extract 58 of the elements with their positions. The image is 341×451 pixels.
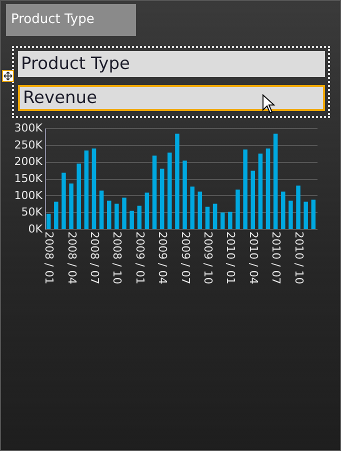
y-tick-label: 0K [28, 222, 44, 236]
bar [69, 184, 74, 229]
bar [62, 172, 66, 229]
bar [76, 164, 81, 229]
text: Product Type [18, 51, 325, 77]
x-tick-label: 2008 / 10 [110, 232, 124, 284]
bar [212, 204, 218, 229]
bar [106, 200, 112, 229]
y-tick-label: 250K [14, 138, 44, 152]
text: Revenue [18, 85, 325, 111]
bar [54, 202, 58, 229]
bar [266, 148, 270, 229]
x-tick-label: 2010 / 07 [270, 232, 283, 284]
x-tick-label: 2010 / 01 [224, 232, 238, 284]
chart-title: Product Type [6, 4, 136, 36]
bar [152, 156, 157, 229]
x-tick-label: 2008 / 04 [65, 232, 78, 284]
y-tick-label: 300K [14, 122, 44, 134]
bar [311, 200, 316, 229]
bar [243, 150, 248, 229]
bar [137, 206, 142, 229]
bar [205, 206, 210, 229]
y-tick-label: 200K [14, 155, 44, 168]
x-tick-label: 2010 / 04 [246, 232, 260, 284]
bar [144, 192, 150, 229]
bar [122, 198, 126, 229]
bar [198, 192, 202, 229]
bar [236, 190, 240, 229]
x-tick-label: 2009 / 01 [133, 232, 146, 284]
y-tick-label: 50K [21, 206, 44, 219]
bar [190, 186, 194, 229]
bar [46, 214, 51, 229]
x-tick-label: 2010 / 10 [292, 232, 306, 284]
y-tick-label: 100K [14, 188, 44, 202]
bar [130, 210, 134, 229]
bar [273, 134, 278, 229]
x-tick-label: 2009 / 10 [201, 232, 214, 284]
bar [258, 154, 263, 229]
y-tick-label: 150K [14, 172, 44, 185]
bar [220, 212, 225, 229]
bar [84, 150, 89, 229]
bar [296, 186, 300, 229]
bar [92, 148, 96, 229]
bar [288, 200, 293, 229]
bar [281, 192, 286, 229]
x-tick-label: 2009 / 04 [156, 232, 170, 284]
x-tick-label: 2009 / 07 [178, 232, 192, 284]
bar [114, 204, 119, 229]
x-tick-label: 2008 / 01 [42, 232, 56, 284]
bar [168, 152, 172, 229]
bar [250, 170, 256, 229]
bar [228, 212, 232, 229]
bar [175, 134, 180, 229]
bar [160, 168, 164, 229]
bar [99, 190, 104, 229]
x-tick-label: 2008 / 07 [88, 232, 101, 284]
bar [182, 160, 187, 229]
bar [304, 202, 308, 229]
